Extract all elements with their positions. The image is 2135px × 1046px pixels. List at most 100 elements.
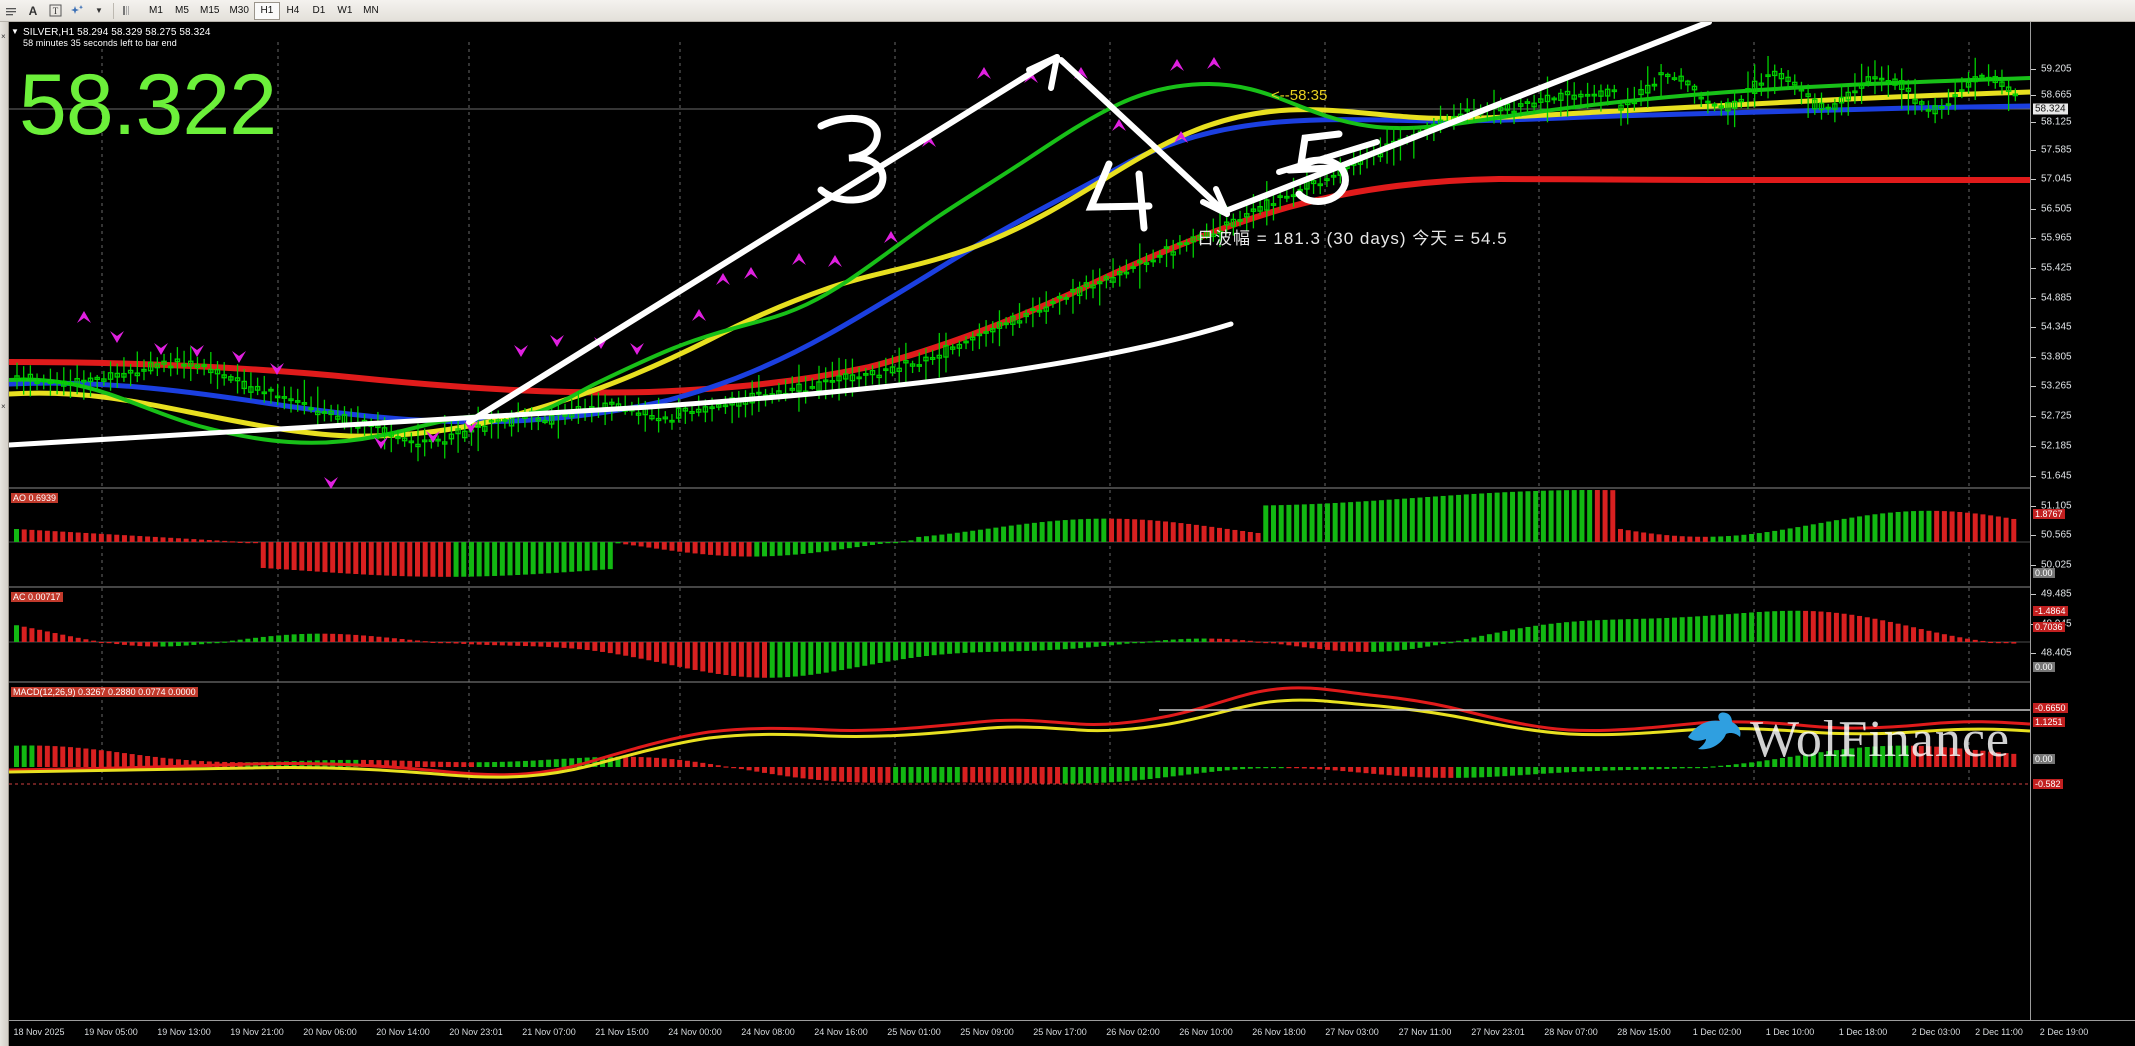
time-label: 19 Nov 13:00 xyxy=(157,1027,211,1037)
price-label: 50.025 xyxy=(2041,559,2072,571)
price-scale[interactable]: 59.205 58.665 58.125 57.585 57.045 56.505 55.9… xyxy=(2030,22,2135,1020)
time-label: 27 Nov 03:00 xyxy=(1325,1027,1379,1037)
price-tick xyxy=(2031,122,2036,123)
time-label: 1 Dec 02:00 xyxy=(1692,1027,1742,1037)
indicator-level-label: 0.7036 xyxy=(2033,622,2065,632)
time-label: 26 Nov 18:00 xyxy=(1252,1027,1306,1037)
time-label: 28 Nov 07:00 xyxy=(1544,1027,1598,1037)
main-toolbar: A T ▼ M1 M5 M15 M30 H1 H4 D1 W1 MN xyxy=(0,0,2135,22)
timeframe-w1[interactable]: W1 xyxy=(337,5,353,16)
time-label: 27 Nov 11:00 xyxy=(1398,1027,1452,1037)
text-label-icon[interactable]: T xyxy=(44,1,66,21)
chart-window[interactable]: 58.322 ▼ SILVER,H1 58.294 58.329 58.275 … xyxy=(9,22,2135,1046)
time-label: 19 Nov 21:00 xyxy=(230,1027,284,1037)
time-label: 2 Dec 19:00 xyxy=(2039,1027,2089,1037)
price-label: 49.485 xyxy=(2041,588,2072,600)
time-label: 24 Nov 16:00 xyxy=(814,1027,868,1037)
indicator-level-label: 0.00 xyxy=(2033,568,2055,578)
left-dock-strip[interactable]: × × xyxy=(0,22,9,1046)
price-tick xyxy=(2031,386,2036,387)
dock-close-icon-2[interactable]: × xyxy=(1,402,6,411)
timeframe-h4[interactable]: H4 xyxy=(286,5,300,16)
time-label: 27 Nov 23:01 xyxy=(1471,1027,1525,1037)
price-label: 57.585 xyxy=(2041,144,2072,156)
big-price-overlay: 58.322 xyxy=(19,57,277,153)
price-tick xyxy=(2031,179,2036,180)
timeframe-d1[interactable]: D1 xyxy=(312,5,326,16)
indicator-level-label: -1.4864 xyxy=(2033,606,2068,616)
price-label: 56.505 xyxy=(2041,203,2072,215)
text-A-icon[interactable]: A xyxy=(28,3,38,18)
price-tick xyxy=(2031,69,2036,70)
price-label: 55.965 xyxy=(2041,232,2072,244)
price-tick xyxy=(2031,209,2036,210)
price-label: 58.665 xyxy=(2041,89,2072,101)
price-label: 54.885 xyxy=(2041,292,2072,304)
price-label: 51.105 xyxy=(2041,500,2072,512)
time-label: 2 Dec 03:00 xyxy=(1911,1027,1961,1037)
time-label: 24 Nov 08:00 xyxy=(741,1027,795,1037)
price-label: 59.205 xyxy=(2041,63,2072,75)
timeframe-m1[interactable]: M1 xyxy=(149,5,163,16)
sparkle-icon[interactable] xyxy=(66,1,88,21)
timeframe-m5[interactable]: M5 xyxy=(175,5,189,16)
timeframe-m30[interactable]: M30 xyxy=(229,5,249,16)
price-label: 50.565 xyxy=(2041,529,2072,541)
time-label: 19 Nov 05:00 xyxy=(84,1027,138,1037)
time-label: 28 Nov 15:00 xyxy=(1617,1027,1671,1037)
time-label: 20 Nov 06:00 xyxy=(303,1027,357,1037)
price-label: 53.805 xyxy=(2041,351,2072,363)
current-price-label: 58.324 xyxy=(2033,103,2068,115)
indicator-level-label: 1.8767 xyxy=(2033,509,2065,519)
indicator-level-label: 0.00 xyxy=(2033,662,2055,672)
svg-text:T: T xyxy=(52,6,58,16)
time-scale[interactable]: 18 Nov 2025 19 Nov 05:00 19 Nov 13:00 19 No… xyxy=(9,1020,2135,1046)
price-tick xyxy=(2031,565,2036,566)
time-label: 26 Nov 02:00 xyxy=(1106,1027,1160,1037)
price-tick xyxy=(2031,594,2036,595)
chart-canvas xyxy=(9,22,2030,1020)
price-label: 54.345 xyxy=(2041,321,2072,333)
price-label: 52.725 xyxy=(2041,410,2072,422)
toolbar-divider xyxy=(113,2,114,19)
indicator-label[interactable]: AC 0.00717 xyxy=(11,592,63,602)
indicator-level-label: -0.6650 xyxy=(2033,703,2068,713)
price-tick xyxy=(2031,298,2036,299)
price-label: 58.125 xyxy=(2041,116,2072,128)
time-label: 21 Nov 15:00 xyxy=(595,1027,649,1037)
price-tick xyxy=(2031,238,2036,239)
time-label: 2 Dec 11:00 xyxy=(1975,1027,2023,1037)
indicator-level-label: 0.00 xyxy=(2033,754,2055,764)
price-tick xyxy=(2031,95,2036,96)
time-label: 25 Nov 01:00 xyxy=(887,1027,941,1037)
chart-style-icon[interactable] xyxy=(0,1,22,21)
timeframe-m15[interactable]: M15 xyxy=(200,5,220,16)
price-tick xyxy=(2031,446,2036,447)
timeframe-mn[interactable]: MN xyxy=(363,5,379,16)
time-label: 1 Dec 10:00 xyxy=(1765,1027,1815,1037)
symbol-ohlc-header: SILVER,H1 58.294 58.329 58.275 58.324 xyxy=(23,27,211,38)
dock-close-icon[interactable]: × xyxy=(1,32,6,41)
indicator-level-label: 1.1251 xyxy=(2033,717,2065,727)
chart-plot-area[interactable]: 58.322 ▼ SILVER,H1 58.294 58.329 58.275 … xyxy=(9,22,2030,1020)
price-label: 48.405 xyxy=(2041,647,2072,659)
timeframe-group: M1 M5 M15 M30 H1 H4 D1 W1 MN xyxy=(143,1,384,20)
volatility-stats-annotation: 日波幅 = 181.3 (30 days) 今天 = 54.5 xyxy=(1197,229,1508,248)
price-label: 55.425 xyxy=(2041,262,2072,274)
time-label: 1 Dec 18:00 xyxy=(1838,1027,1888,1037)
time-label: 18 Nov 2025 xyxy=(13,1027,65,1037)
indicator-label[interactable]: AO 0.6939 xyxy=(11,493,59,503)
time-label: 20 Nov 14:00 xyxy=(376,1027,430,1037)
price-label: 51.645 xyxy=(2041,470,2072,482)
price-tick xyxy=(2031,327,2036,328)
chart-collapse-icon[interactable]: ▼ xyxy=(11,27,20,36)
target-price-annotation: <--58:35 xyxy=(1271,87,1328,104)
price-tick xyxy=(2031,535,2036,536)
timeframe-h1[interactable]: H1 xyxy=(253,1,280,20)
price-tick xyxy=(2031,150,2036,151)
time-label: 20 Nov 23:01 xyxy=(449,1027,503,1037)
chevron-down-icon[interactable]: ▼ xyxy=(95,6,103,15)
list-icon[interactable] xyxy=(117,1,139,21)
indicator-label[interactable]: MACD(12,26,9) 0.3267 0.2880 0.0774 0.000… xyxy=(11,687,198,697)
price-tick xyxy=(2031,653,2036,654)
